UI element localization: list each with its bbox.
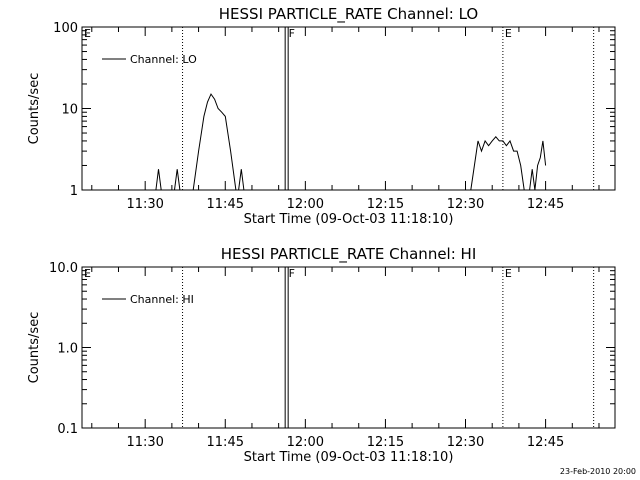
y-axis-label: Counts/sec [27,312,42,384]
y-tick-label: 10 [61,103,78,118]
x-tick-label: 12:00 [287,435,324,450]
y-tick-label: 0.1 [57,422,78,437]
event-marker-label: E [505,267,512,280]
x-tick-label: 11:30 [126,435,163,450]
x-axis-label: Start Time (09-Oct-03 11:18:10) [244,212,454,227]
chart-title: HESSI PARTICLE_RATE Channel: HI [221,245,477,264]
x-tick-label: 12:45 [527,197,564,212]
y-tick-label: 1.0 [57,342,78,357]
series-line-segment [470,136,525,191]
y-tick-label: 1 [70,184,78,199]
y-tick-label: 100 [53,21,78,36]
event-marker-label: E [84,27,91,40]
x-tick-label: 12:45 [527,435,564,450]
event-marker-label: E [505,27,512,40]
x-tick-label: 12:15 [367,435,404,450]
series-line-segment [155,169,162,191]
event-marker-label: E [84,267,91,280]
x-tick-label: 12:00 [287,197,324,212]
x-tick-label: 11:45 [207,197,244,212]
x-tick-label: 12:30 [447,435,484,450]
event-marker-label: F [289,27,295,40]
x-tick-label: 12:15 [367,197,404,212]
series-line-segment [238,169,245,191]
series-line-segment [174,169,181,191]
x-tick-label: 11:45 [207,435,244,450]
x-tick-label: 11:30 [126,197,163,212]
series-line-segment [192,93,237,191]
x-axis-label: Start Time (09-Oct-03 11:18:10) [244,450,454,465]
plot-frame [81,266,616,429]
generated-timestamp: 23-Feb-2010 20:00 [560,467,636,476]
legend-label: Channel: LO [130,53,197,66]
chart-panel-2: HESSI PARTICLE_RATE Channel: HI 0.1 1.0 10.… [27,245,616,465]
x-tick-label: 12:30 [447,197,484,212]
y-tick-label: 10.0 [49,261,78,276]
chart-title: HESSI PARTICLE_RATE Channel: LO [219,5,478,24]
y-axis-label: Counts/sec [27,73,42,145]
plot-frame [81,26,616,191]
chart-panel-1: HESSI PARTICLE_RATE Channel: LO 1 10 100 11:… [27,5,616,227]
event-marker-label: F [289,267,295,280]
legend-label: Channel: HI [130,293,194,306]
series-line-segment [529,140,547,191]
